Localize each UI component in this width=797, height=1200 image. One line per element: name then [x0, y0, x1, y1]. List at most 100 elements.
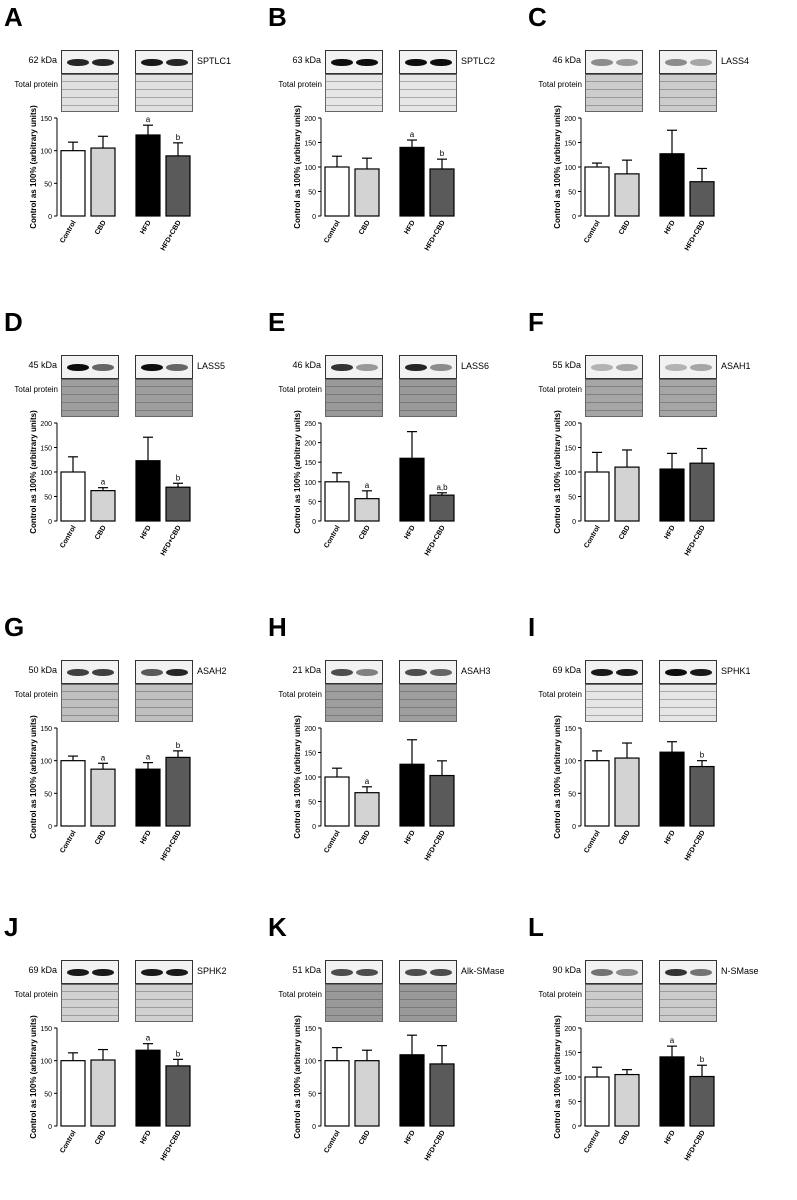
bar-control	[324, 481, 350, 522]
x-category-label: HFD	[663, 1130, 676, 1146]
x-category-label: HFD+CBD	[684, 1130, 707, 1163]
protein-band	[141, 364, 163, 371]
stain-stripe	[660, 386, 716, 387]
panel-e: E 46 kDa Total protein LASS6 Control as 100%…	[264, 305, 524, 595]
protein-band	[591, 364, 613, 371]
stain-stripe	[400, 991, 456, 992]
total-protein-stain-1	[585, 684, 643, 722]
x-category-label: HFD	[403, 220, 416, 236]
bar-hfd_cbd	[165, 155, 191, 217]
protein-band	[92, 59, 114, 66]
y-tick-label: 150	[40, 726, 52, 733]
stain-stripe	[326, 81, 382, 82]
x-category-label: CBD	[94, 1130, 108, 1147]
bar-chart: Control as 100% (arbitrary units) 0 50 100 1…	[29, 105, 191, 252]
total-protein-stain-1	[585, 379, 643, 417]
bar-chart: Control as 100% (arbitrary units) 0 50 100 1…	[553, 105, 715, 252]
stain-stripe	[62, 707, 118, 708]
bar-control	[60, 760, 86, 827]
protein-band	[690, 59, 712, 66]
protein-band	[92, 364, 114, 371]
stain-stripe	[62, 81, 118, 82]
y-tick-label: 100	[564, 759, 576, 766]
total-protein-stain-1	[325, 74, 383, 112]
y-tick-label: 50	[44, 495, 52, 502]
y-tick-label: 100	[564, 165, 576, 172]
bar-cbd	[90, 1059, 116, 1127]
protein-band	[690, 969, 712, 976]
stain-stripe	[400, 89, 456, 90]
bar-hfd	[659, 468, 685, 522]
bar-hfd_cbd	[689, 462, 715, 522]
stain-stripe	[136, 1015, 192, 1016]
protein-name: Alk-SMase	[461, 966, 505, 976]
bar-control	[60, 1060, 86, 1127]
western-blot-group-2	[135, 355, 193, 379]
protein-band	[616, 59, 638, 66]
molecular-weight-label: 21 kDa	[292, 665, 321, 675]
total-protein-label: Total protein	[278, 990, 322, 999]
molecular-weight-label: 63 kDa	[292, 55, 321, 65]
protein-name: LASS6	[461, 361, 490, 371]
protein-band	[405, 669, 427, 676]
stain-stripe	[326, 699, 382, 700]
y-tick-label: 100	[564, 1075, 576, 1082]
stain-stripe	[62, 999, 118, 1000]
panel-k: K 51 kDa Total protein Alk-SMase Control as …	[264, 910, 524, 1200]
bar-hfd_cbd	[429, 1063, 455, 1127]
bar-control	[584, 760, 610, 827]
molecular-weight-label: 62 kDa	[28, 55, 57, 65]
stain-stripe	[660, 89, 716, 90]
western-blot-group-1	[61, 660, 119, 684]
stain-stripe	[326, 691, 382, 692]
bar-chart: Control as 100% (arbitrary units) 0 50 100 1…	[293, 715, 455, 862]
x-category-label: HFD+CBD	[424, 220, 447, 253]
stain-stripe	[326, 1007, 382, 1008]
total-protein-label: Total protein	[14, 385, 58, 394]
panel-g: G 50 kDa Total protein ASAH2 Control as 100%…	[0, 610, 260, 900]
bar-cbd	[614, 1073, 640, 1127]
y-tick-label: 200	[564, 421, 576, 428]
stain-stripe	[586, 97, 642, 98]
protein-band	[331, 669, 353, 676]
total-protein-label: Total protein	[14, 80, 58, 89]
stain-stripe	[326, 89, 382, 90]
protein-band	[690, 669, 712, 676]
protein-band	[616, 669, 638, 676]
y-tick-label: 150	[40, 116, 52, 123]
x-category-label: Control	[59, 219, 78, 244]
x-category-label: CBD	[618, 1130, 632, 1147]
significance-label: a,b	[436, 483, 448, 492]
y-tick-label: 50	[568, 190, 576, 197]
stain-stripe	[136, 999, 192, 1000]
stain-stripe	[586, 691, 642, 692]
y-tick-label: 100	[40, 149, 52, 156]
y-tick-label: 100	[304, 775, 316, 782]
stain-stripe	[400, 394, 456, 395]
western-blot-group-2	[659, 960, 717, 984]
y-axis-label: Control as 100% (arbitrary units)	[553, 410, 562, 534]
total-protein-stain-2	[399, 379, 457, 417]
total-protein-stain-1	[585, 74, 643, 112]
stain-stripe	[326, 105, 382, 106]
stain-stripe	[62, 1015, 118, 1016]
western-blot-group-2	[135, 960, 193, 984]
x-category-label: HFD	[403, 1130, 416, 1146]
bar-chart: Control as 100% (arbitrary units) 0 50 100 1…	[29, 715, 191, 862]
protein-band	[665, 364, 687, 371]
stain-stripe	[586, 105, 642, 106]
stain-stripe	[660, 410, 716, 411]
stain-stripe	[400, 707, 456, 708]
y-tick-label: 50	[308, 190, 316, 197]
western-blot-group-2	[135, 660, 193, 684]
x-category-label: CBD	[618, 830, 632, 847]
x-category-label: HFD+CBD	[424, 525, 447, 558]
y-tick-label: 50	[568, 791, 576, 798]
x-category-label: HFD	[139, 220, 152, 236]
y-tick-label: 100	[304, 480, 316, 487]
significance-label: b	[176, 741, 181, 750]
protein-name: SPTLC2	[461, 56, 496, 66]
y-tick-label: 100	[304, 165, 316, 172]
protein-band	[166, 364, 188, 371]
y-tick-label: 150	[304, 141, 316, 148]
